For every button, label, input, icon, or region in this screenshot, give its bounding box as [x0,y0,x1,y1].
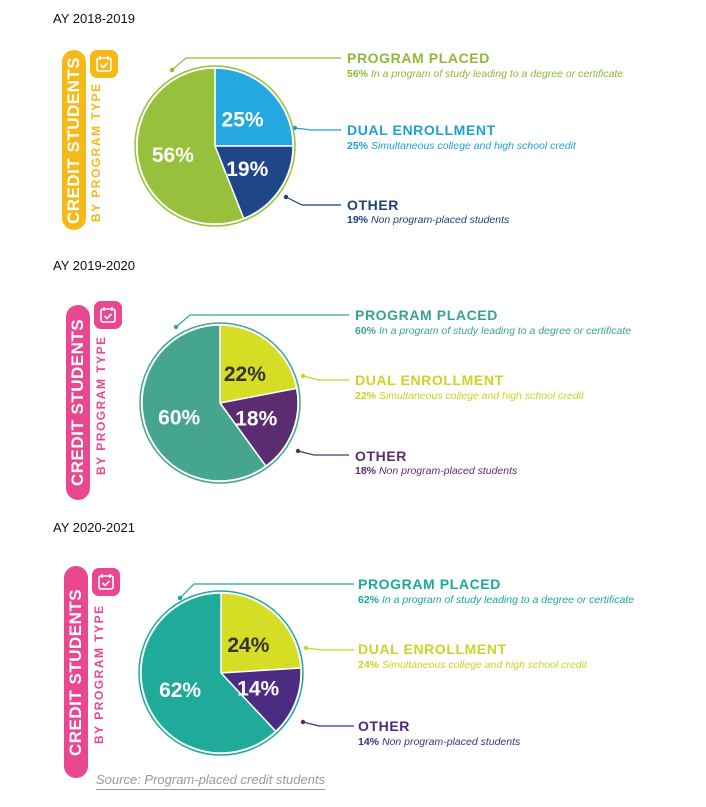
legend-pct: 62% [358,594,380,606]
legend-title-program-placed: PROGRAM PLACED [355,307,498,323]
pie-chart: 25% 19% 56% [134,57,341,227]
panel-2018-2019: CREDIT STUDENTS BY PROGRAM TYPE 25% 19% 56… [0,40,706,280]
leader-dot [177,595,183,601]
pie-label-program-placed: 56% [152,144,194,167]
pie-outline [139,322,301,484]
leader-dot [283,194,289,200]
legend-title-other: OTHER [347,197,399,213]
legend-desc-text: Simultaneous college and high school cre… [378,390,584,402]
leader-dot [303,645,309,651]
legend-desc-text: Non program-placed students [378,465,518,477]
pie-outline [134,65,296,227]
calendar-check-icon [94,301,122,329]
legend-pct: 14% [358,736,380,748]
pie-slice-program-placed [136,67,245,225]
pie-label-program-placed: 62% [159,679,201,702]
leader-dot [300,719,306,725]
legend-desc-text: Simultaneous college and high school cre… [381,659,587,671]
pie-label-other: 19% [226,158,268,181]
legend-title-dual-enrollment: DUAL ENROLLMENT [355,372,504,388]
tab-bar: CREDIT STUDENTS [64,566,88,778]
pie-outline [138,590,304,756]
leader-line [285,196,341,206]
panel-2020-2021: CREDIT STUDENTS BY PROGRAM TYPE 24% 14% 62… [0,560,706,800]
tab-bar: CREDIT STUDENTS [62,50,86,230]
pie-slice-other [219,667,302,733]
pie-chart: 22% 18% 60% [139,314,349,484]
leader-line [171,57,341,71]
legend-title-program-placed: PROGRAM PLACED [358,576,501,592]
leader-line [294,127,341,131]
pie-slice-other [213,145,294,220]
year-heading: AY 2018-2019 [53,11,135,26]
pie-label-dual-enrollment: 24% [227,634,269,657]
pie-slice-dual-enrollment [219,324,298,404]
pie-label-dual-enrollment: 22% [224,363,266,386]
legend-desc-program-placed: 60% In a program of study leading to a d… [355,325,631,337]
pie-chart: 24% 14% 62% [138,583,354,756]
pie-slice-other [218,387,299,468]
legend-pct: 56% [347,68,369,80]
year-heading: AY 2020-2021 [53,520,135,535]
pie-label-other: 14% [237,678,279,701]
leader-dot [295,448,301,454]
leader-line [297,450,349,456]
legend-desc-dual-enrollment: 25% Simultaneous college and high school… [347,140,576,152]
legend-desc-other: 14% Non program-placed students [358,736,520,748]
legend-title-other: OTHER [358,718,410,734]
legend-desc-other: 19% Non program-placed students [347,214,509,226]
leader-line [175,314,349,328]
leader-dot [173,324,179,330]
legend-pct: 25% [347,140,369,152]
legend-desc-text: Non program-placed students [381,736,521,748]
calendar-check-icon [90,50,118,78]
legend-desc-text: In a program of study leading to a degre… [381,594,635,606]
legend-pct: 22% [355,390,377,402]
legend-pct: 24% [358,659,380,671]
legend-pct: 19% [347,214,369,226]
leader-dot [169,67,175,73]
pie-label-program-placed: 60% [158,406,200,429]
legend-desc-text: Simultaneous college and high school cre… [370,140,576,152]
pie-slice-program-placed [141,324,267,482]
leader-dot [300,373,306,379]
legend-title-other: OTHER [355,448,407,464]
legend-pct: 18% [355,465,377,477]
leader-line [179,583,354,599]
legend-title-dual-enrollment: DUAL ENROLLMENT [347,122,496,138]
legend-desc-program-placed: 62% In a program of study leading to a d… [358,594,634,606]
legend-desc-dual-enrollment: 22% Simultaneous college and high school… [355,390,584,402]
pie-label-dual-enrollment: 25% [222,108,264,131]
leader-dot [292,125,298,131]
leader-line [302,375,349,381]
legend-desc-other: 18% Non program-placed students [355,465,517,477]
legend-desc-text: Non program-placed students [370,214,510,226]
leader-line [305,647,354,651]
pie-slice-dual-enrollment [214,67,294,147]
pie-label-other: 18% [235,407,277,430]
source-note: Source: Program-placed credit students [96,772,326,790]
legend-desc-text: In a program of study leading to a degre… [370,68,624,80]
legend-pct: 60% [355,325,377,337]
panel-2019-2020: CREDIT STUDENTS BY PROGRAM TYPE 22% 18% 60… [0,293,706,533]
legend-desc-text: In a program of study leading to a degre… [378,325,632,337]
calendar-check-icon [92,568,120,596]
pie-slice-program-placed [140,592,277,754]
legend-title-dual-enrollment: DUAL ENROLLMENT [358,641,507,657]
legend-desc-program-placed: 56% In a program of study leading to a d… [347,68,623,80]
leader-line [302,721,354,727]
legend-desc-dual-enrollment: 24% Simultaneous college and high school… [358,659,587,671]
pie-slice-dual-enrollment [220,592,302,674]
legend-title-program-placed: PROGRAM PLACED [347,50,490,66]
year-heading: AY 2019-2020 [53,258,135,273]
tab-bar: CREDIT STUDENTS [66,305,90,500]
